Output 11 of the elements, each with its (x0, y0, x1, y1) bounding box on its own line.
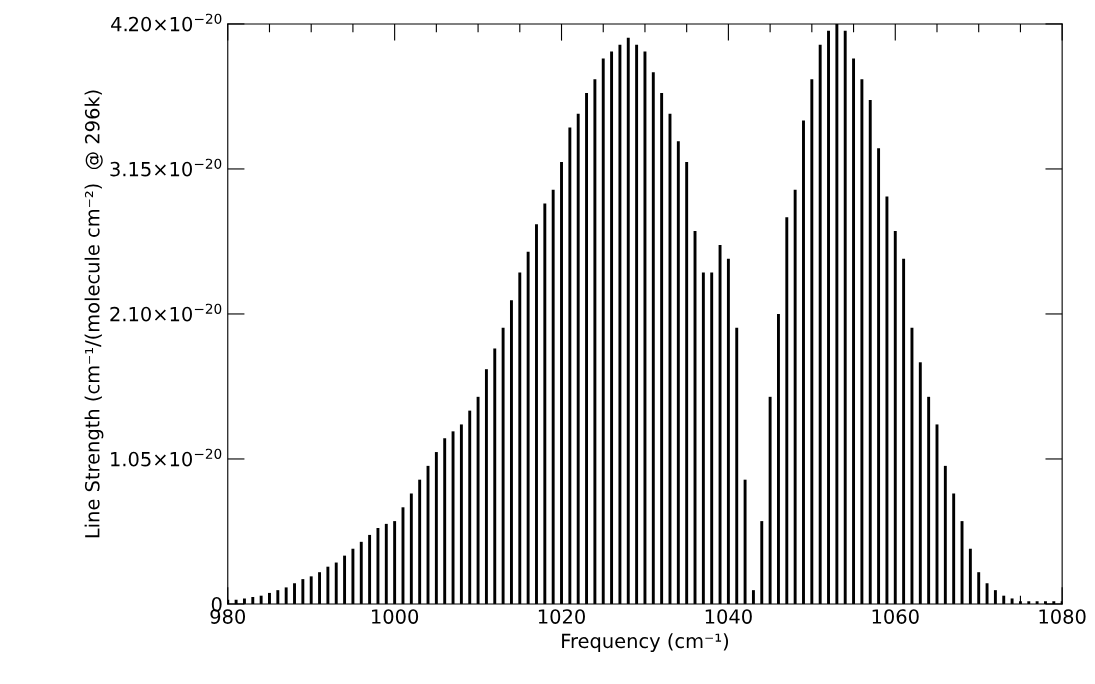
x-axis-title: Frequency (cm⁻¹) (562, 633, 729, 653)
y-axis-title: Line Strength (cm⁻¹/(molecule cm⁻²) @ 296k) (84, 90, 104, 538)
y-tick-label: 1.05×10$^{−20}$ (111, 448, 222, 467)
x-tick-label: 1000 (372, 609, 419, 624)
x-tick-label: 1040 (705, 609, 752, 624)
y-tick-label: 3.15×10$^{−20}$ (110, 158, 222, 177)
y-tick-label: 4.20×10$^{−20}$ (111, 13, 222, 32)
x-tick-label: 1080 (1039, 609, 1086, 624)
x-tick-label: 1020 (538, 609, 585, 624)
y-tick-label: 2.10×10$^{−20}$ (110, 303, 222, 322)
x-tick-label: 1060 (872, 609, 919, 624)
